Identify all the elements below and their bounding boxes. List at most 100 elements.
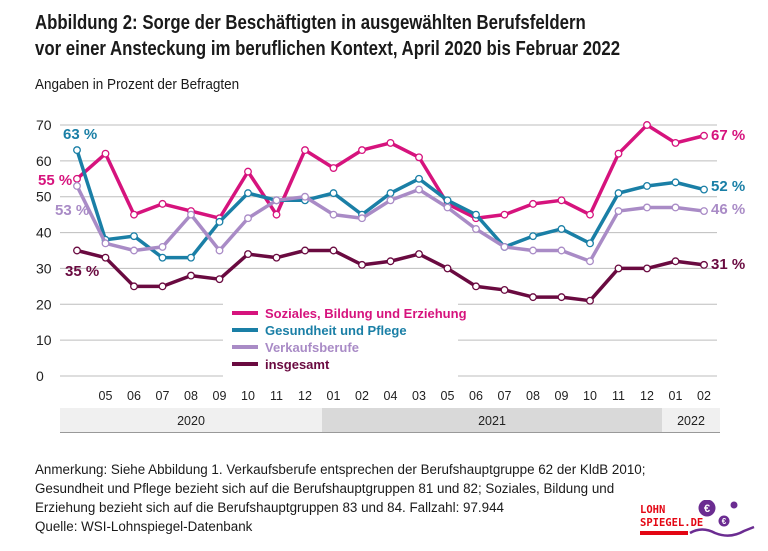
data-point — [272, 196, 281, 205]
data-point — [73, 182, 81, 190]
data-point — [101, 239, 110, 248]
year-band — [60, 408, 322, 432]
chart-title: Abbildung 2: Sorge der Beschäftigten in … — [35, 10, 620, 62]
data-point — [386, 138, 395, 147]
year-band — [322, 408, 662, 432]
y-tick-label: 30 — [36, 260, 52, 276]
x-tick-label: 10 — [241, 389, 255, 403]
data-point — [443, 196, 452, 205]
data-point — [700, 185, 708, 194]
data-point — [244, 214, 252, 223]
data-point — [529, 199, 537, 208]
data-point — [586, 257, 594, 266]
data-point — [671, 257, 680, 266]
data-point — [272, 210, 281, 219]
data-point — [614, 189, 623, 198]
data-point — [415, 153, 423, 162]
data-point — [158, 253, 167, 262]
data-point — [386, 257, 395, 266]
data-point — [671, 203, 680, 212]
x-tick-label: 08 — [526, 389, 540, 403]
data-point — [529, 246, 537, 255]
data-point — [614, 264, 623, 273]
data-point — [529, 293, 537, 302]
x-tick-label: 05 — [441, 389, 455, 403]
data-point — [557, 196, 566, 205]
start-value-label: 55 % — [38, 172, 72, 189]
x-tick-label: 06 — [127, 389, 141, 403]
y-tick-label: 0 — [36, 368, 44, 384]
data-point — [301, 246, 309, 255]
data-point — [586, 296, 594, 305]
data-point — [643, 264, 651, 273]
data-point — [130, 232, 138, 241]
data-point — [472, 210, 480, 219]
data-point — [443, 203, 452, 212]
year-label: 2020 — [177, 414, 205, 428]
data-point — [244, 167, 252, 176]
data-point — [614, 149, 623, 158]
year-band — [662, 408, 720, 432]
data-point — [215, 246, 224, 255]
data-point — [671, 138, 680, 147]
x-tick-label: 09 — [555, 389, 569, 403]
start-value-label: 63 % — [63, 126, 97, 143]
end-value-label: 46 % — [711, 201, 745, 218]
data-point — [415, 250, 423, 259]
y-tick-label: 20 — [36, 296, 52, 312]
data-point — [443, 264, 452, 273]
end-value-label: 52 % — [711, 178, 745, 195]
data-point — [244, 250, 252, 259]
svg-text:€: € — [704, 503, 710, 515]
data-point — [472, 225, 480, 233]
start-value-label: 35 % — [65, 263, 99, 280]
x-tick-label: 07 — [498, 389, 512, 403]
data-point — [244, 189, 252, 198]
data-point — [215, 275, 224, 284]
note-line: Anmerkung: Siehe Abbildung 1. Verkaufsbe… — [35, 462, 646, 477]
data-point — [415, 174, 423, 183]
legend-label: Gesundheit und Pflege — [265, 323, 407, 338]
lohnspiegel-logo: LOHN SPIEGEL.DE € € — [640, 500, 755, 537]
x-tick-label: 08 — [184, 389, 198, 403]
year-label: 2022 — [677, 414, 705, 428]
data-point — [329, 210, 338, 219]
data-point — [358, 146, 366, 155]
x-tick-label: 02 — [355, 389, 369, 403]
x-tick-label: 06 — [469, 389, 483, 403]
x-tick-label: 09 — [213, 389, 227, 403]
x-tick-label: 04 — [384, 389, 398, 403]
data-point — [700, 207, 708, 216]
notes: Anmerkung: Siehe Abbildung 1. Verkaufsbe… — [35, 460, 645, 536]
svg-text:LOHN: LOHN — [640, 504, 665, 516]
legend-label: insgesamt — [265, 357, 330, 372]
x-tick-label: 02 — [697, 389, 711, 403]
data-point — [358, 214, 366, 223]
x-tick-label: 01 — [669, 389, 683, 403]
data-point — [272, 253, 281, 262]
data-point — [586, 239, 594, 248]
data-point — [472, 282, 480, 291]
data-point — [586, 210, 594, 219]
data-point — [73, 146, 81, 155]
y-tick-label: 50 — [36, 189, 52, 205]
x-tick-label: 01 — [327, 389, 341, 403]
data-point — [386, 189, 395, 198]
data-point — [700, 260, 708, 269]
legend-label: Verkaufsberufe — [265, 340, 359, 355]
svg-text:€: € — [722, 517, 727, 526]
data-point — [500, 210, 509, 219]
x-tick-label: 07 — [156, 389, 170, 403]
data-point — [187, 253, 195, 262]
data-point — [301, 146, 309, 155]
x-tick-label: 10 — [583, 389, 597, 403]
end-value-label: 67 % — [711, 127, 745, 144]
data-point — [557, 293, 566, 302]
data-point — [73, 246, 81, 255]
data-point — [301, 192, 309, 201]
data-point — [415, 185, 423, 194]
legend-label: Soziales, Bildung und Erziehung — [265, 306, 467, 321]
data-point — [73, 174, 81, 183]
data-point — [500, 242, 509, 251]
year-label: 2021 — [478, 414, 506, 428]
